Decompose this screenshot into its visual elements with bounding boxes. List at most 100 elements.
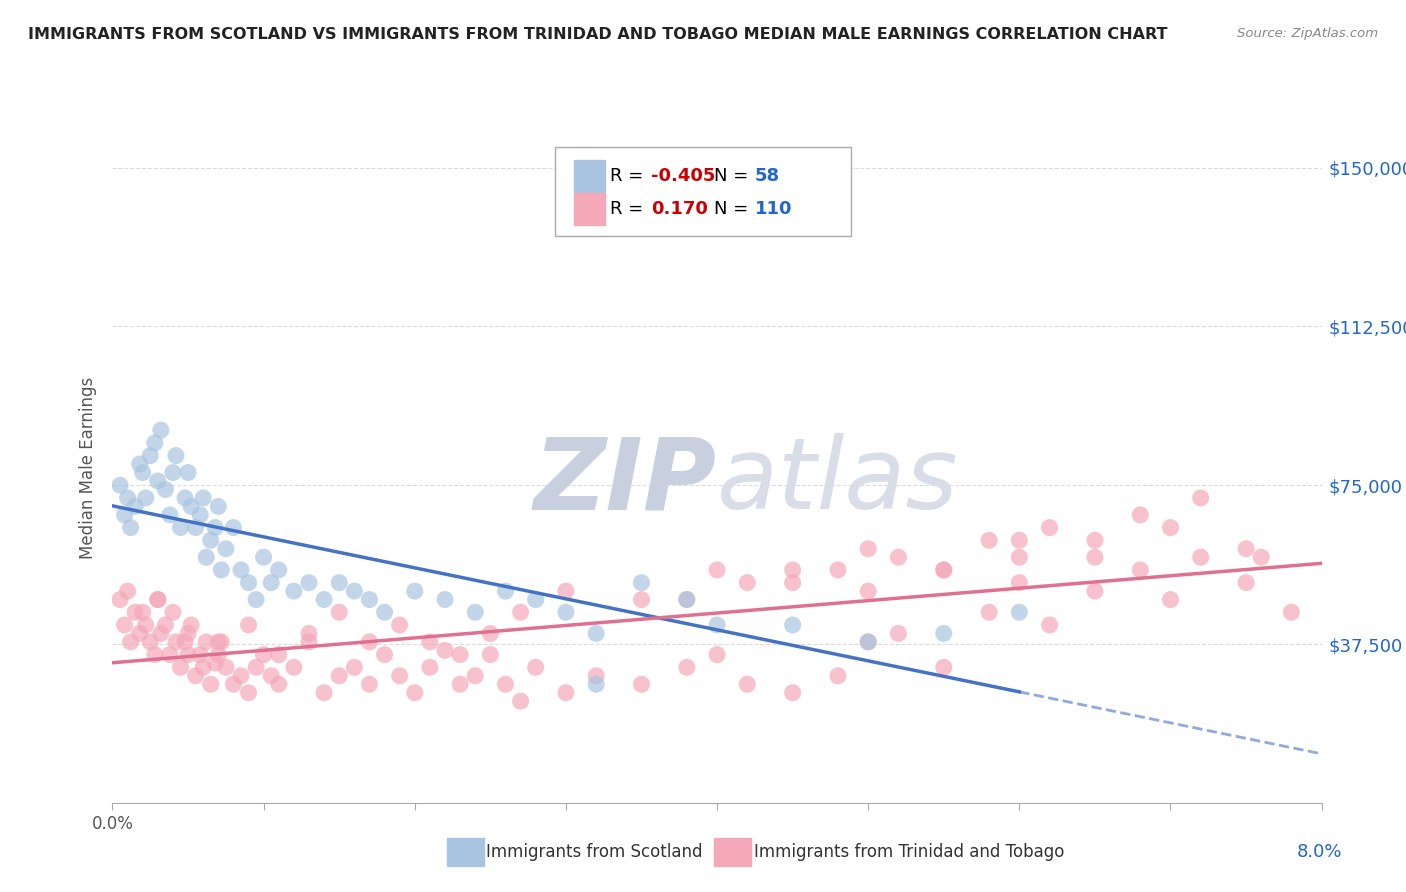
Text: Source: ZipAtlas.com: Source: ZipAtlas.com [1237, 27, 1378, 40]
Point [388, 618, 411, 632]
Text: 58: 58 [755, 167, 780, 185]
Point [155, 618, 177, 632]
Point [146, 592, 169, 607]
Point [159, 508, 181, 522]
Point [215, 660, 238, 674]
Point [359, 592, 381, 607]
Point [298, 626, 321, 640]
Point [404, 686, 426, 700]
Point [585, 677, 607, 691]
Point [449, 648, 471, 662]
Point [1234, 575, 1257, 590]
Point [827, 669, 849, 683]
Point [139, 449, 162, 463]
Point [184, 520, 207, 534]
Point [1159, 592, 1181, 607]
Text: R =: R = [610, 201, 650, 219]
Point [479, 648, 502, 662]
Point [782, 563, 804, 577]
Point [887, 550, 910, 565]
Point [143, 648, 166, 662]
Point [146, 474, 169, 488]
Point [177, 648, 200, 662]
Point [184, 669, 207, 683]
Point [495, 677, 517, 691]
Text: Immigrants from Trinidad and Tobago: Immigrants from Trinidad and Tobago [754, 843, 1064, 861]
Point [343, 584, 366, 599]
Point [200, 533, 222, 548]
Point [782, 686, 804, 700]
Point [1008, 575, 1031, 590]
Point [143, 436, 166, 450]
Point [267, 677, 290, 691]
Point [155, 483, 177, 497]
Point [359, 677, 381, 691]
Point [1234, 541, 1257, 556]
Point [117, 491, 139, 505]
Point [782, 575, 804, 590]
Point [630, 592, 652, 607]
Point [174, 635, 197, 649]
Point [128, 457, 150, 471]
Point [434, 592, 457, 607]
Point [419, 660, 441, 674]
Point [188, 648, 211, 662]
Point [124, 500, 146, 514]
Point [180, 618, 202, 632]
Point [146, 592, 169, 607]
Point [1038, 520, 1062, 534]
Point [298, 575, 321, 590]
Point [524, 592, 547, 607]
Text: R =: R = [610, 167, 650, 185]
Point [120, 635, 142, 649]
Point [585, 626, 607, 640]
Point [191, 491, 214, 505]
Point [191, 660, 214, 674]
Point [932, 626, 955, 640]
Point [932, 563, 955, 577]
Point [585, 669, 607, 683]
Point [675, 592, 697, 607]
Point [222, 677, 245, 691]
Point [162, 466, 184, 480]
Point [207, 635, 229, 649]
Point [1129, 563, 1152, 577]
Point [165, 635, 187, 649]
Point [782, 618, 804, 632]
Point [328, 575, 350, 590]
Point [245, 660, 267, 674]
Point [1189, 491, 1212, 505]
Point [124, 605, 146, 619]
Point [135, 618, 157, 632]
Text: atlas: atlas [717, 434, 959, 530]
Point [706, 618, 728, 632]
Point [479, 626, 502, 640]
Point [977, 605, 1000, 619]
Point [1084, 584, 1107, 599]
Y-axis label: Median Male Earnings: Median Male Earnings [79, 377, 97, 559]
Text: 8.0%: 8.0% [1298, 843, 1343, 861]
Point [464, 605, 486, 619]
Point [229, 669, 252, 683]
Point [856, 635, 880, 649]
Point [343, 660, 366, 674]
Point [856, 635, 880, 649]
Point [149, 423, 172, 437]
Point [283, 584, 305, 599]
Point [977, 533, 1000, 548]
Point [253, 648, 276, 662]
Point [1250, 550, 1272, 565]
Point [207, 648, 229, 662]
Point [188, 508, 211, 522]
Point [108, 478, 131, 492]
Point [706, 563, 728, 577]
Point [856, 541, 880, 556]
Point [253, 550, 276, 565]
Point [1008, 550, 1031, 565]
Point [1008, 605, 1031, 619]
Point [165, 449, 187, 463]
Point [1038, 618, 1062, 632]
Point [554, 584, 576, 599]
Point [1008, 533, 1031, 548]
Point [1279, 605, 1302, 619]
